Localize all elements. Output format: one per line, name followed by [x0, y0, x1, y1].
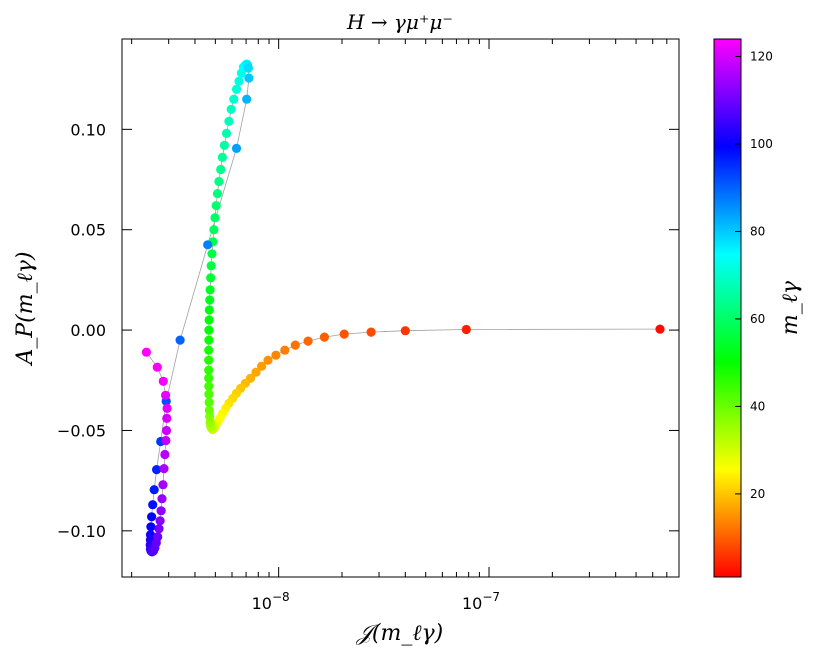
data-point [251, 367, 261, 377]
data-point [160, 449, 170, 460]
data-point [161, 435, 171, 446]
data-point [175, 335, 185, 345]
data-point [203, 240, 213, 250]
data-point [212, 189, 223, 199]
data-point [655, 324, 665, 334]
data-point [217, 152, 227, 162]
data-point [155, 516, 165, 526]
plot-area [141, 59, 665, 557]
colorbar-tick-label: 60 [750, 312, 765, 326]
data-point [231, 84, 242, 94]
data-point [162, 403, 172, 413]
y-tick-label: 0.05 [70, 221, 106, 240]
data-point [206, 261, 216, 271]
data-point [159, 464, 169, 474]
data-point [141, 347, 151, 357]
data-point [263, 355, 273, 365]
data-point [161, 390, 171, 400]
data-point [339, 329, 349, 339]
y-axis: −0.10 −0.05 0.00 0.05 0.10 [57, 120, 679, 541]
data-point [158, 376, 168, 386]
x-tick-label: 10−8 [252, 590, 290, 613]
data-point [290, 340, 300, 350]
data-point [461, 324, 471, 335]
y-axis-label: A_P(m_ℓγ) [13, 251, 38, 366]
data-point [204, 397, 214, 407]
data-point [231, 143, 242, 153]
colorbar-tick-label: 120 [750, 49, 773, 63]
data-point [157, 494, 167, 504]
data-point [204, 315, 214, 325]
data-point [146, 522, 156, 532]
data-point [156, 506, 166, 516]
y-tick-label: 0.00 [70, 321, 106, 340]
data-point [204, 381, 214, 391]
data-point [214, 176, 224, 187]
colorbar [713, 38, 742, 578]
data-point [205, 295, 215, 305]
data-point [204, 325, 214, 335]
data-point [207, 249, 217, 259]
data-point [158, 480, 168, 490]
data-point [216, 164, 226, 175]
data-point [211, 201, 221, 211]
x-axis-label: 𝒥(m_ℓγ) [356, 621, 444, 646]
colorbar-axis: 20 40 60 80 100 120 [735, 49, 773, 501]
data-point [204, 405, 214, 415]
data-point [206, 273, 216, 283]
series-line [146, 63, 661, 553]
data-point [205, 285, 215, 295]
data-point [271, 350, 281, 360]
data-point [219, 140, 229, 150]
data-point [257, 361, 267, 371]
data-point [209, 225, 219, 235]
data-point [204, 373, 214, 383]
data-point [366, 327, 376, 337]
data-point [204, 305, 214, 315]
data-point [147, 512, 157, 522]
data-point [204, 335, 214, 345]
y-tick-label: 0.10 [70, 120, 106, 139]
data-point [226, 104, 236, 114]
data-point [221, 128, 232, 138]
colorbar-label: m_ℓγ [778, 280, 803, 335]
data-point [204, 389, 214, 399]
data-point [224, 116, 234, 126]
x-axis: 10−8 10−7 [131, 39, 680, 613]
data-point [204, 345, 214, 355]
data-point [153, 532, 163, 542]
colorbar-tick-label: 40 [750, 399, 765, 413]
chart-title: H → γμ⁺μ⁻ [346, 10, 453, 34]
y-tick-label: −0.05 [57, 421, 106, 440]
y-tick-label: −0.10 [57, 522, 106, 541]
data-point [319, 332, 329, 342]
data-point [204, 365, 214, 375]
data-point [204, 355, 214, 365]
data-point [242, 94, 252, 104]
data-point [243, 63, 253, 73]
colorbar-tick-label: 80 [750, 224, 765, 238]
colorbar-tick-label: 100 [750, 137, 773, 151]
data-point [161, 425, 172, 436]
data-point [152, 465, 162, 475]
data-point [234, 76, 244, 86]
x-tick-label: 10−7 [462, 590, 500, 613]
data-point [149, 485, 159, 495]
data-point [154, 524, 164, 534]
data-point [400, 326, 410, 336]
plot-frame [121, 38, 680, 578]
data-point [152, 362, 162, 372]
data-point [244, 73, 254, 83]
data-point [148, 500, 158, 510]
data-point [229, 94, 239, 104]
data-point [162, 413, 172, 423]
colorbar-tick-label: 20 [750, 487, 765, 501]
data-point [280, 345, 290, 355]
data-point [210, 213, 220, 223]
data-point [303, 336, 313, 346]
